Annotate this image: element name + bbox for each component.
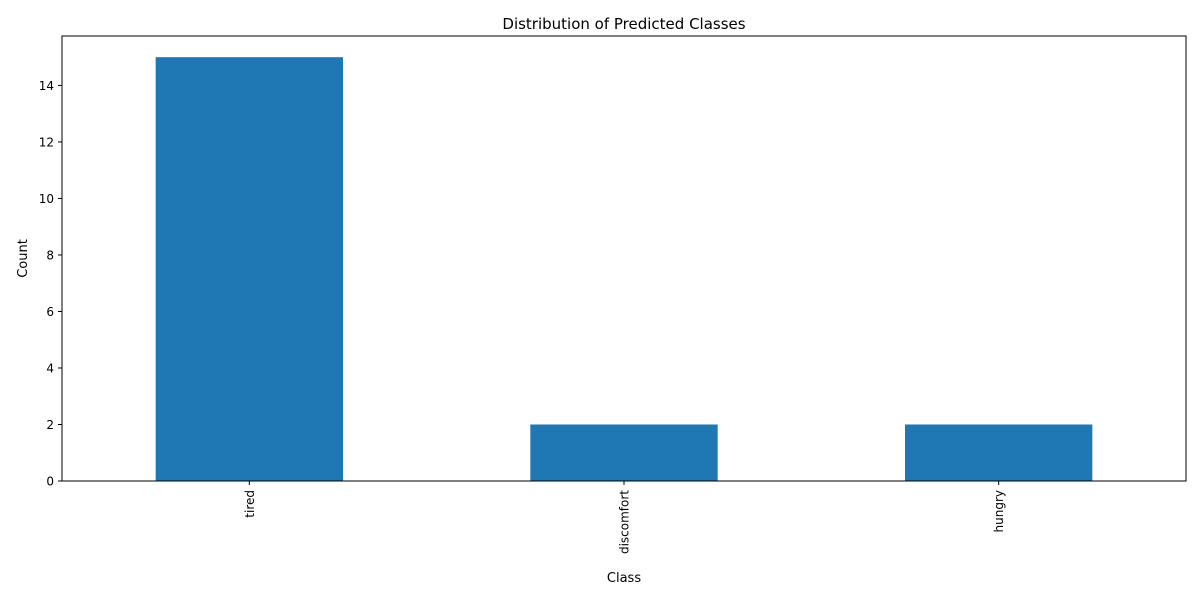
y-tick-label: 2 [46,418,54,432]
chart-title: Distribution of Predicted Classes [502,15,745,33]
bar-tired [155,57,343,481]
y-tick-label: 8 [46,248,54,262]
bar-discomfort [530,424,718,481]
y-tick-label: 10 [39,192,54,206]
x-tick-label: tired [243,490,257,518]
y-tick-label: 4 [46,361,54,375]
x-tick-label: discomfort [618,490,632,554]
x-axis-label: Class [607,571,641,586]
y-axis: 0 2 4 6 8 10 12 14 [39,79,62,489]
x-tick-label: hungry [992,490,1006,532]
y-axis-label: Count [16,239,31,278]
y-tick-label: 6 [46,305,54,319]
y-tick-label: 12 [39,135,54,149]
x-axis: tired discomfort hungry [243,481,1006,554]
plot-frame [61,35,1187,482]
y-tick-label: 0 [46,475,54,489]
y-tick-label: 14 [39,79,54,93]
bar-hungry [905,424,1093,481]
bars-group [155,57,1093,481]
